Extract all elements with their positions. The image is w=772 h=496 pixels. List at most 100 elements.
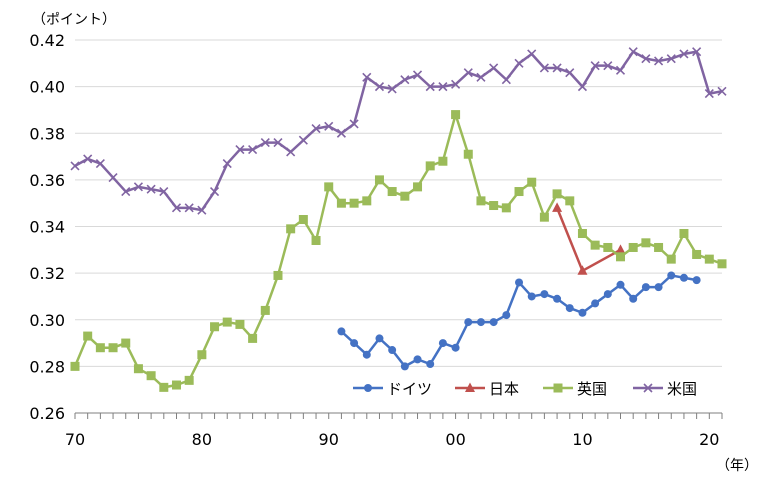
series-4 [70, 47, 727, 215]
data-point [235, 319, 245, 329]
data-point [412, 70, 423, 80]
data-point [679, 49, 689, 59]
data-point [628, 242, 638, 252]
data-point [425, 161, 435, 171]
data-point [324, 182, 334, 192]
legend-item-4: 米国 [633, 380, 697, 398]
legend-item-1: ドイツ [353, 380, 432, 398]
y-axis-unit-label: （ポイント） [32, 12, 116, 28]
data-point [235, 145, 245, 155]
data-point [349, 198, 359, 208]
data-point [311, 235, 321, 245]
data-point [451, 79, 461, 89]
data-point [171, 203, 182, 213]
data-point [298, 215, 308, 225]
legend-marker [553, 383, 563, 393]
x-axis-unit-label: （年） [716, 458, 758, 474]
x-tick-label: 90 [319, 430, 339, 449]
data-point [641, 238, 651, 248]
data-point [413, 182, 423, 192]
data-point [286, 224, 296, 234]
data-point [629, 294, 638, 303]
x-tick-label: 80 [192, 430, 212, 449]
data-point [400, 191, 410, 201]
data-point [197, 205, 207, 215]
data-point [692, 249, 702, 259]
data-point [133, 364, 143, 374]
legend-marker [465, 382, 475, 392]
legend-item-2: 日本 [455, 380, 519, 398]
data-point [95, 158, 105, 169]
data-point [679, 273, 688, 282]
data-point [222, 158, 232, 169]
data-point [159, 186, 169, 197]
data-point [540, 290, 549, 299]
data-point [717, 86, 727, 96]
data-point [577, 228, 587, 238]
y-tick-label: 0.30 [29, 311, 65, 330]
data-point [501, 75, 511, 85]
data-point [654, 242, 664, 252]
y-tick-label: 0.38 [29, 124, 65, 143]
data-point [374, 175, 384, 185]
data-point [515, 278, 524, 287]
y-tick-label: 0.34 [29, 218, 65, 237]
data-point [425, 82, 435, 92]
data-point [426, 360, 435, 369]
data-point [336, 128, 346, 138]
data-point [260, 138, 270, 148]
data-point [539, 63, 549, 73]
data-point [159, 382, 169, 392]
data-point [577, 82, 588, 92]
data-point [146, 371, 156, 381]
data-point [133, 182, 143, 192]
data-point [590, 240, 600, 250]
data-point [553, 294, 562, 303]
x-tick-label: 70 [65, 430, 85, 449]
data-point [248, 333, 258, 343]
data-point [527, 177, 537, 187]
data-point [210, 322, 220, 332]
data-point [197, 350, 207, 360]
data-point [83, 154, 93, 164]
data-point [362, 72, 372, 82]
data-point [184, 375, 194, 385]
data-point [387, 84, 397, 94]
data-point [400, 362, 409, 371]
y-tick-label: 0.42 [29, 31, 65, 50]
series-1 [337, 271, 701, 371]
data-point [83, 331, 93, 341]
data-point [273, 270, 283, 280]
y-axis-ticks: 0.26 0.28 0.30 0.32 0.34 0.36 0.38 0.40 0.42 [29, 31, 65, 423]
data-point [171, 380, 181, 390]
data-point [704, 254, 714, 264]
data-point [184, 203, 194, 213]
x-tick-label: 20 [699, 430, 719, 449]
data-point [362, 350, 371, 359]
x-axis-ticks: 70 80 90 00 10 20 [65, 430, 720, 449]
y-tick-label: 0.40 [29, 78, 65, 97]
data-point [527, 49, 537, 59]
data-point [350, 339, 359, 348]
data-point [565, 304, 574, 313]
data-point [121, 338, 131, 348]
data-point [666, 254, 676, 264]
data-point [489, 63, 499, 73]
data-point [324, 121, 334, 131]
legend-label: 英国 [577, 380, 607, 398]
data-point [527, 292, 536, 301]
data-point [641, 283, 650, 292]
data-point [400, 75, 410, 85]
data-point [349, 119, 359, 129]
data-point [565, 196, 575, 206]
data-point [501, 203, 511, 213]
x-tick-label: 00 [445, 430, 465, 449]
legend-item-3: 英国 [543, 380, 607, 398]
data-point [628, 47, 638, 57]
data-point [679, 228, 689, 238]
data-point [489, 318, 498, 327]
data-point [438, 339, 447, 348]
data-point [95, 343, 105, 353]
